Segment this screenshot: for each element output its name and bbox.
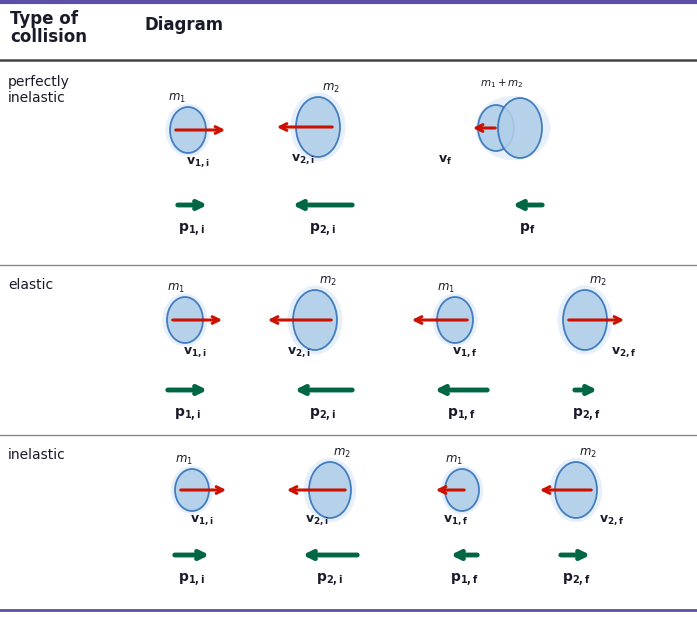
Text: $\mathbf{v_{1,i}}$: $\mathbf{v_{1,i}}$ — [186, 155, 210, 168]
Ellipse shape — [293, 290, 337, 350]
Text: $\mathbf{p_{1,i}}$: $\mathbf{p_{1,i}}$ — [178, 221, 206, 238]
Text: $\mathbf{v_{1,i}}$: $\mathbf{v_{1,i}}$ — [190, 513, 214, 527]
Text: Type of: Type of — [10, 10, 78, 28]
Text: $\mathbf{p_{2,i}}$: $\mathbf{p_{2,i}}$ — [316, 571, 344, 588]
Text: elastic: elastic — [8, 278, 53, 292]
Text: $\mathbf{v_{2,f}}$: $\mathbf{v_{2,f}}$ — [611, 345, 636, 358]
Ellipse shape — [433, 294, 477, 347]
Text: $\mathbf{p_{2,f}}$: $\mathbf{p_{2,f}}$ — [562, 571, 590, 588]
Text: $\mathbf{p_f}$: $\mathbf{p_f}$ — [519, 221, 535, 236]
Text: $m_1 + m_2$: $m_1 + m_2$ — [480, 77, 523, 90]
Text: $\mathbf{p_{1,i}}$: $\mathbf{p_{1,i}}$ — [178, 571, 206, 588]
Text: perfectly: perfectly — [8, 75, 70, 89]
Text: $m_1$: $m_1$ — [437, 282, 455, 295]
Text: Diagram: Diagram — [145, 16, 224, 34]
Ellipse shape — [563, 290, 607, 350]
Ellipse shape — [304, 458, 356, 522]
Text: $\mathbf{p_{2,i}}$: $\mathbf{p_{2,i}}$ — [309, 221, 337, 238]
Text: $\mathbf{p_{2,i}}$: $\mathbf{p_{2,i}}$ — [309, 406, 337, 423]
Ellipse shape — [291, 93, 346, 162]
Text: $m_2$: $m_2$ — [319, 275, 337, 288]
Text: $\mathbf{v_{1,f}}$: $\mathbf{v_{1,f}}$ — [443, 513, 468, 527]
Ellipse shape — [437, 297, 473, 343]
Text: $m_1$: $m_1$ — [168, 92, 186, 105]
Ellipse shape — [162, 294, 208, 347]
Ellipse shape — [441, 466, 483, 514]
Text: inelastic: inelastic — [8, 91, 66, 105]
Text: $\mathbf{p_{1,f}}$: $\mathbf{p_{1,f}}$ — [447, 406, 475, 423]
Ellipse shape — [171, 466, 213, 514]
Ellipse shape — [165, 104, 210, 157]
Ellipse shape — [475, 96, 551, 160]
Text: $\mathbf{v_{2,i}}$: $\mathbf{v_{2,i}}$ — [291, 152, 315, 166]
Ellipse shape — [445, 469, 479, 511]
Text: $m_1$: $m_1$ — [445, 454, 463, 467]
Text: $\mathbf{p_{1,f}}$: $\mathbf{p_{1,f}}$ — [450, 571, 478, 588]
Ellipse shape — [296, 97, 340, 157]
Text: $\mathbf{v_{2,i}}$: $\mathbf{v_{2,i}}$ — [287, 345, 311, 358]
Text: $\mathbf{v_{2,i}}$: $\mathbf{v_{2,i}}$ — [305, 513, 329, 527]
Ellipse shape — [287, 286, 342, 355]
Text: $m_1$: $m_1$ — [167, 282, 185, 295]
Ellipse shape — [478, 105, 514, 151]
Ellipse shape — [555, 462, 597, 518]
Text: $m_2$: $m_2$ — [589, 275, 607, 288]
Text: $m_2$: $m_2$ — [322, 82, 340, 95]
Ellipse shape — [175, 469, 209, 511]
Text: $\mathbf{v_{2,f}}$: $\mathbf{v_{2,f}}$ — [599, 513, 625, 527]
Text: $m_2$: $m_2$ — [333, 447, 351, 460]
Ellipse shape — [309, 462, 351, 518]
Text: collision: collision — [10, 28, 87, 46]
Text: $m_2$: $m_2$ — [579, 447, 597, 460]
Ellipse shape — [170, 107, 206, 153]
Ellipse shape — [498, 98, 542, 158]
Text: $\mathbf{p_{1,i}}$: $\mathbf{p_{1,i}}$ — [174, 406, 201, 423]
Text: $\mathbf{v_{1,f}}$: $\mathbf{v_{1,f}}$ — [452, 345, 477, 358]
Ellipse shape — [550, 458, 602, 522]
Text: $\mathbf{v_f}$: $\mathbf{v_f}$ — [438, 154, 452, 167]
Text: $m_1$: $m_1$ — [175, 454, 193, 467]
Ellipse shape — [558, 286, 613, 355]
Text: $\mathbf{v_{1,i}}$: $\mathbf{v_{1,i}}$ — [183, 345, 207, 358]
Ellipse shape — [167, 297, 203, 343]
Text: $\mathbf{p_{2,f}}$: $\mathbf{p_{2,f}}$ — [572, 406, 600, 423]
Text: inelastic: inelastic — [8, 448, 66, 462]
